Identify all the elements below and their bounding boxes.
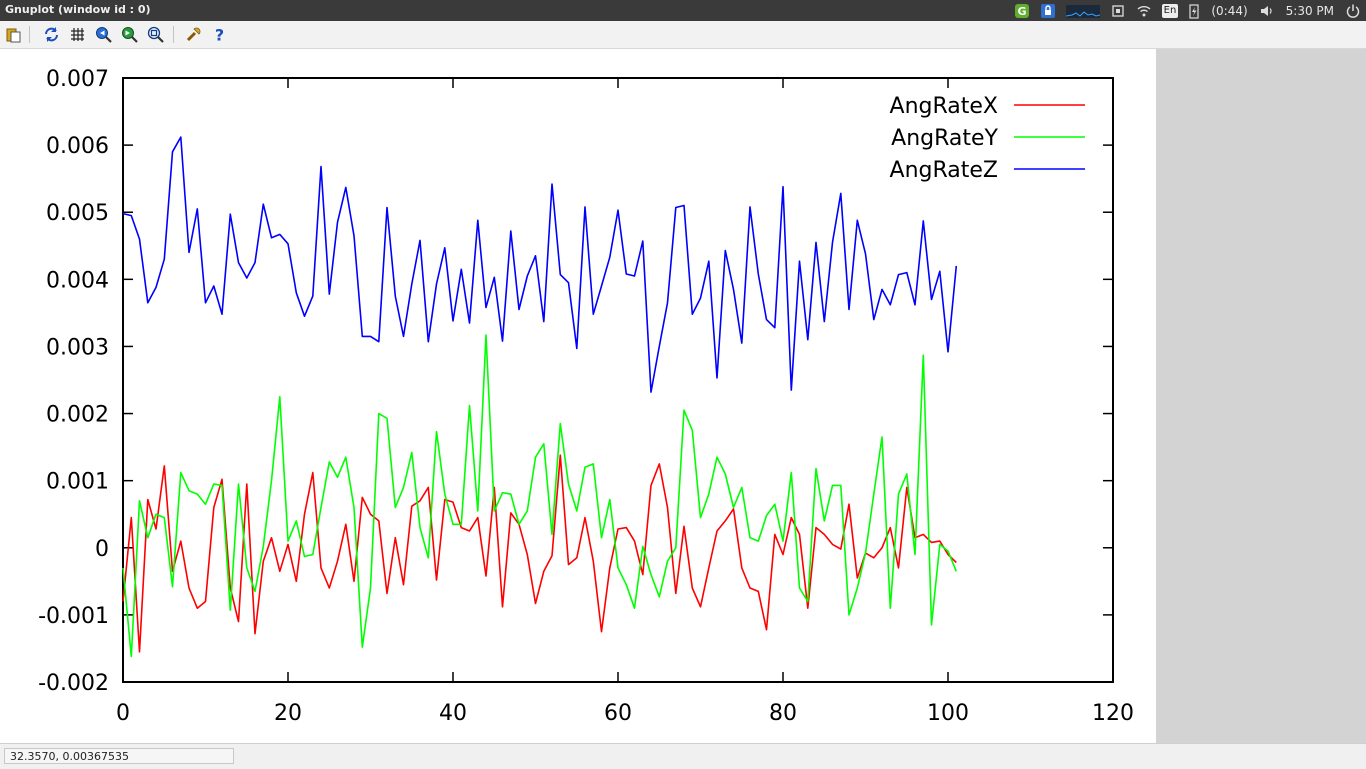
battery-icon[interactable] (1188, 3, 1200, 19)
x-tick-label: 60 (604, 701, 632, 726)
lock-icon[interactable] (1040, 3, 1056, 19)
app-g-icon[interactable]: G (1014, 3, 1030, 19)
y-tick-label: 0.003 (46, 335, 109, 360)
autoscale-icon[interactable] (146, 25, 165, 44)
replot-icon[interactable] (42, 25, 61, 44)
y-tick-label: -0.001 (38, 604, 109, 629)
zoom-next-icon[interactable] (120, 25, 139, 44)
empty-canvas-area (1156, 49, 1366, 743)
legend-label-angratez: AngRateZ (890, 158, 998, 183)
copy-clipboard-icon[interactable] (4, 25, 23, 44)
wifi-icon[interactable] (1136, 3, 1152, 19)
plot-area[interactable]: -0.002 -0.001 0 0.001 0.002 0.003 0.004 0.005 0.… (0, 49, 1156, 743)
x-tick-label: 0 (116, 701, 130, 726)
legend-label-angratey: AngRateY (891, 126, 998, 151)
system-tray: G En (0:44) 5:30 PM (1009, 0, 1366, 21)
series-line-angratey (122, 334, 958, 658)
toolbar-separator (173, 26, 174, 43)
y-tick-label: 0.007 (46, 67, 109, 92)
mouse-coordinates-readout: 32.3570, 0.00367535 (4, 748, 234, 764)
toolbar: ? (0, 21, 1366, 49)
series-line-angratex (122, 454, 957, 653)
x-tick-label: 80 (769, 701, 797, 726)
y-tick-label: 0.001 (46, 470, 109, 495)
title-bar: Gnuplot (window id : 0) G En (0:44) 5:30… (0, 0, 1366, 21)
x-tick-label: 20 (274, 701, 302, 726)
series-line-angratez (122, 136, 958, 393)
y-tick-label: -0.002 (38, 671, 109, 696)
legend-label-angratex: AngRateX (890, 94, 998, 119)
x-tick-label: 120 (1092, 701, 1134, 726)
grid-icon[interactable] (68, 25, 87, 44)
cpu-icon[interactable] (1110, 3, 1126, 19)
y-tick-label: 0.006 (46, 134, 109, 159)
window-title: Gnuplot (window id : 0) (5, 3, 151, 16)
x-tick-label: 40 (439, 701, 467, 726)
power-icon[interactable] (1345, 3, 1361, 19)
volume-icon[interactable] (1259, 3, 1275, 19)
clock[interactable]: 5:30 PM (1285, 3, 1334, 18)
help-icon[interactable]: ? (210, 25, 229, 44)
y-tick-label: 0.004 (46, 268, 109, 293)
line-chart[interactable]: -0.002 -0.001 0 0.001 0.002 0.003 0.004 0.005 0.… (0, 49, 1156, 743)
y-tick-label: 0.002 (46, 403, 109, 428)
battery-time: (0:44) (1211, 3, 1248, 18)
x-tick-label: 100 (927, 701, 969, 726)
y-tick-label: 0.005 (46, 201, 109, 226)
status-bar: 32.3570, 0.00367535 (0, 743, 1366, 769)
options-icon[interactable] (184, 25, 203, 44)
zoom-prev-icon[interactable] (94, 25, 113, 44)
toolbar-separator (29, 26, 30, 43)
keyboard-layout-indicator[interactable]: En (1161, 3, 1179, 18)
svg-text:G: G (1017, 5, 1026, 18)
svg-text:?: ? (215, 26, 224, 43)
y-tick-label: 0 (95, 537, 109, 562)
network-graph-icon (1065, 3, 1100, 19)
